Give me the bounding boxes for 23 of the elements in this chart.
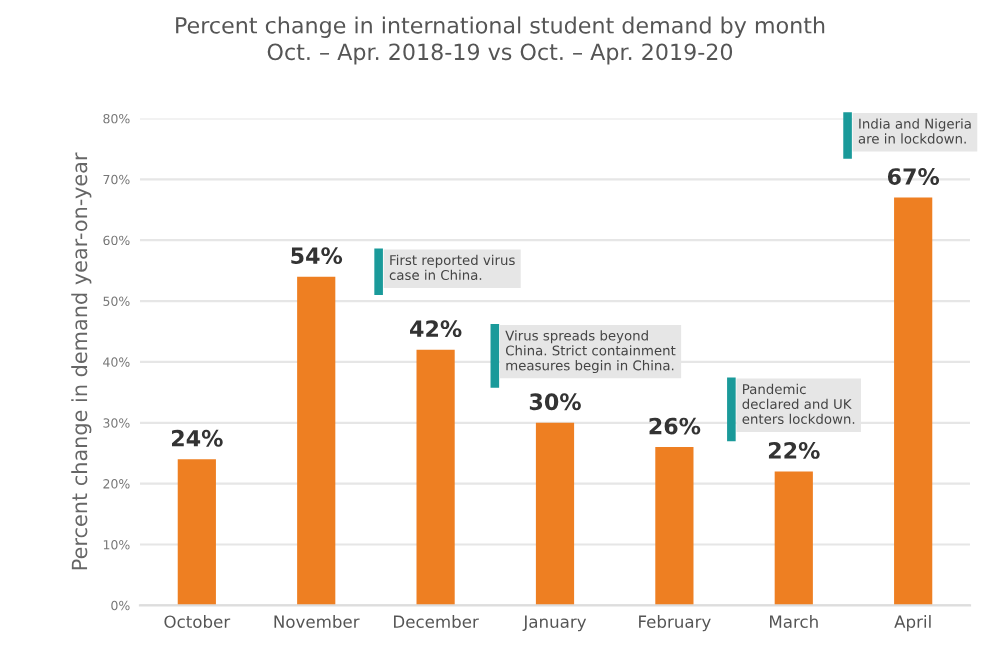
data-label: 30% <box>529 393 581 411</box>
bar <box>774 471 813 606</box>
bar <box>297 276 336 606</box>
x-tick-label: January <box>522 615 587 632</box>
bar <box>655 447 694 606</box>
data-label: 54% <box>291 247 343 265</box>
data-label: 22% <box>768 442 820 459</box>
x-tick-label: March <box>770 615 818 628</box>
x-tick-label: April <box>894 615 931 632</box>
bar <box>177 459 216 606</box>
x-tick-label: October <box>164 615 231 628</box>
data-label: 26% <box>649 417 701 435</box>
y-axis-title: Percent change in demand year-on-year <box>71 152 92 570</box>
data-label: 67% <box>887 168 940 185</box>
bar <box>894 197 933 606</box>
bar <box>535 422 575 606</box>
x-tick-label: November <box>274 615 360 628</box>
data-label: 42% <box>410 320 462 338</box>
x-tick-label: February <box>639 615 711 632</box>
chart-title: Percent change in international student demand by month Oct. – Apr. 2018-19 vs Oct. – Apr. 2019-20 <box>176 16 825 65</box>
x-tick-label: December <box>394 615 479 628</box>
data-label: 24% <box>171 429 223 447</box>
bar <box>416 349 455 606</box>
